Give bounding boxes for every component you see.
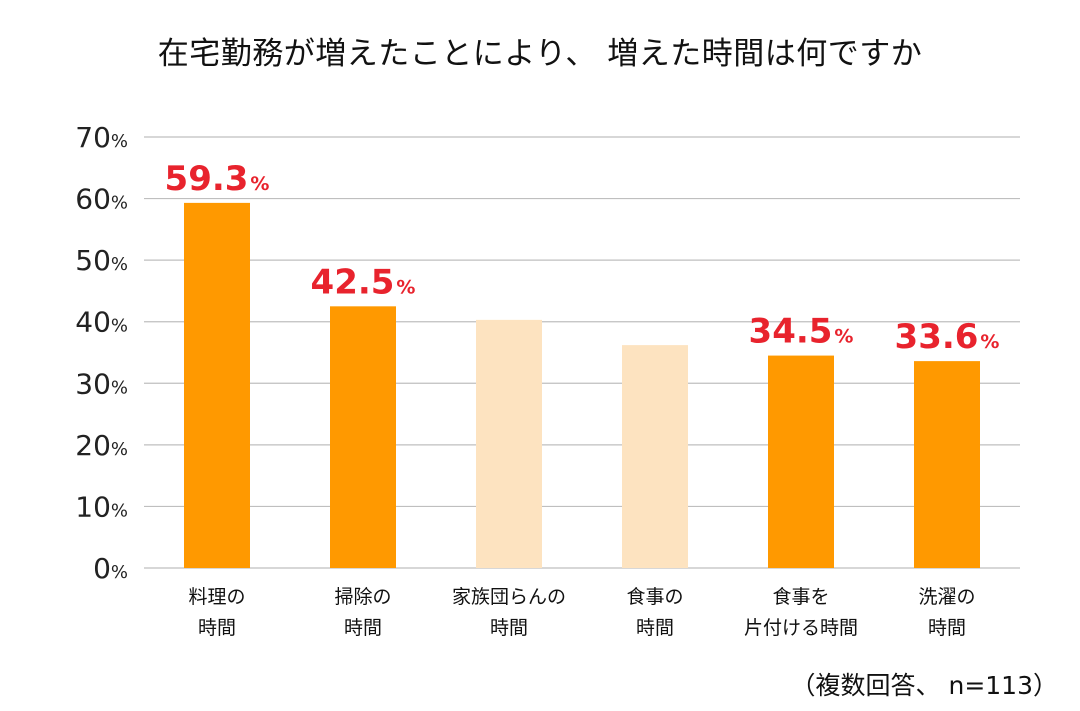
bar xyxy=(914,361,980,568)
x-category-label: 時間 xyxy=(928,617,966,639)
bar xyxy=(476,319,542,568)
data-label: 33.6% xyxy=(895,317,1000,357)
y-tick-label: 20% xyxy=(75,429,128,462)
data-label: 59.3% xyxy=(165,159,270,199)
bar xyxy=(768,355,834,568)
x-category-label: 時間 xyxy=(344,617,382,639)
x-category-label: 時間 xyxy=(490,617,528,639)
y-tick-label: 10% xyxy=(75,490,128,523)
x-category-label: 時間 xyxy=(198,617,236,639)
x-category-label: 料理の xyxy=(188,586,245,608)
x-category-label: 片付ける時間 xyxy=(744,617,858,639)
y-tick-label: 50% xyxy=(75,244,128,277)
chart-title: 在宅勤務が増えたことにより、 増えた時間は何ですか xyxy=(157,36,923,72)
x-category-label: 掃除の xyxy=(334,586,391,608)
data-label: 34.5% xyxy=(749,312,854,352)
y-tick-label: 30% xyxy=(75,367,128,400)
y-tick-label: 60% xyxy=(75,183,128,216)
bar xyxy=(184,202,250,569)
x-category-label: 家族団らんの xyxy=(452,586,566,608)
data-label: 42.5% xyxy=(311,262,416,302)
x-category-label: 時間 xyxy=(636,617,674,639)
x-category-label: 食事の xyxy=(626,586,683,608)
x-category-label: 食事を xyxy=(772,586,829,608)
bar xyxy=(622,345,688,568)
y-tick-label: 70% xyxy=(75,121,128,154)
sample-size-footnote: （複数回答、 n=113） xyxy=(790,671,1058,700)
x-category-label: 洗濯の xyxy=(918,586,975,608)
y-tick-label: 0% xyxy=(93,552,128,585)
y-tick-label: 40% xyxy=(75,306,128,339)
bar xyxy=(330,306,396,568)
